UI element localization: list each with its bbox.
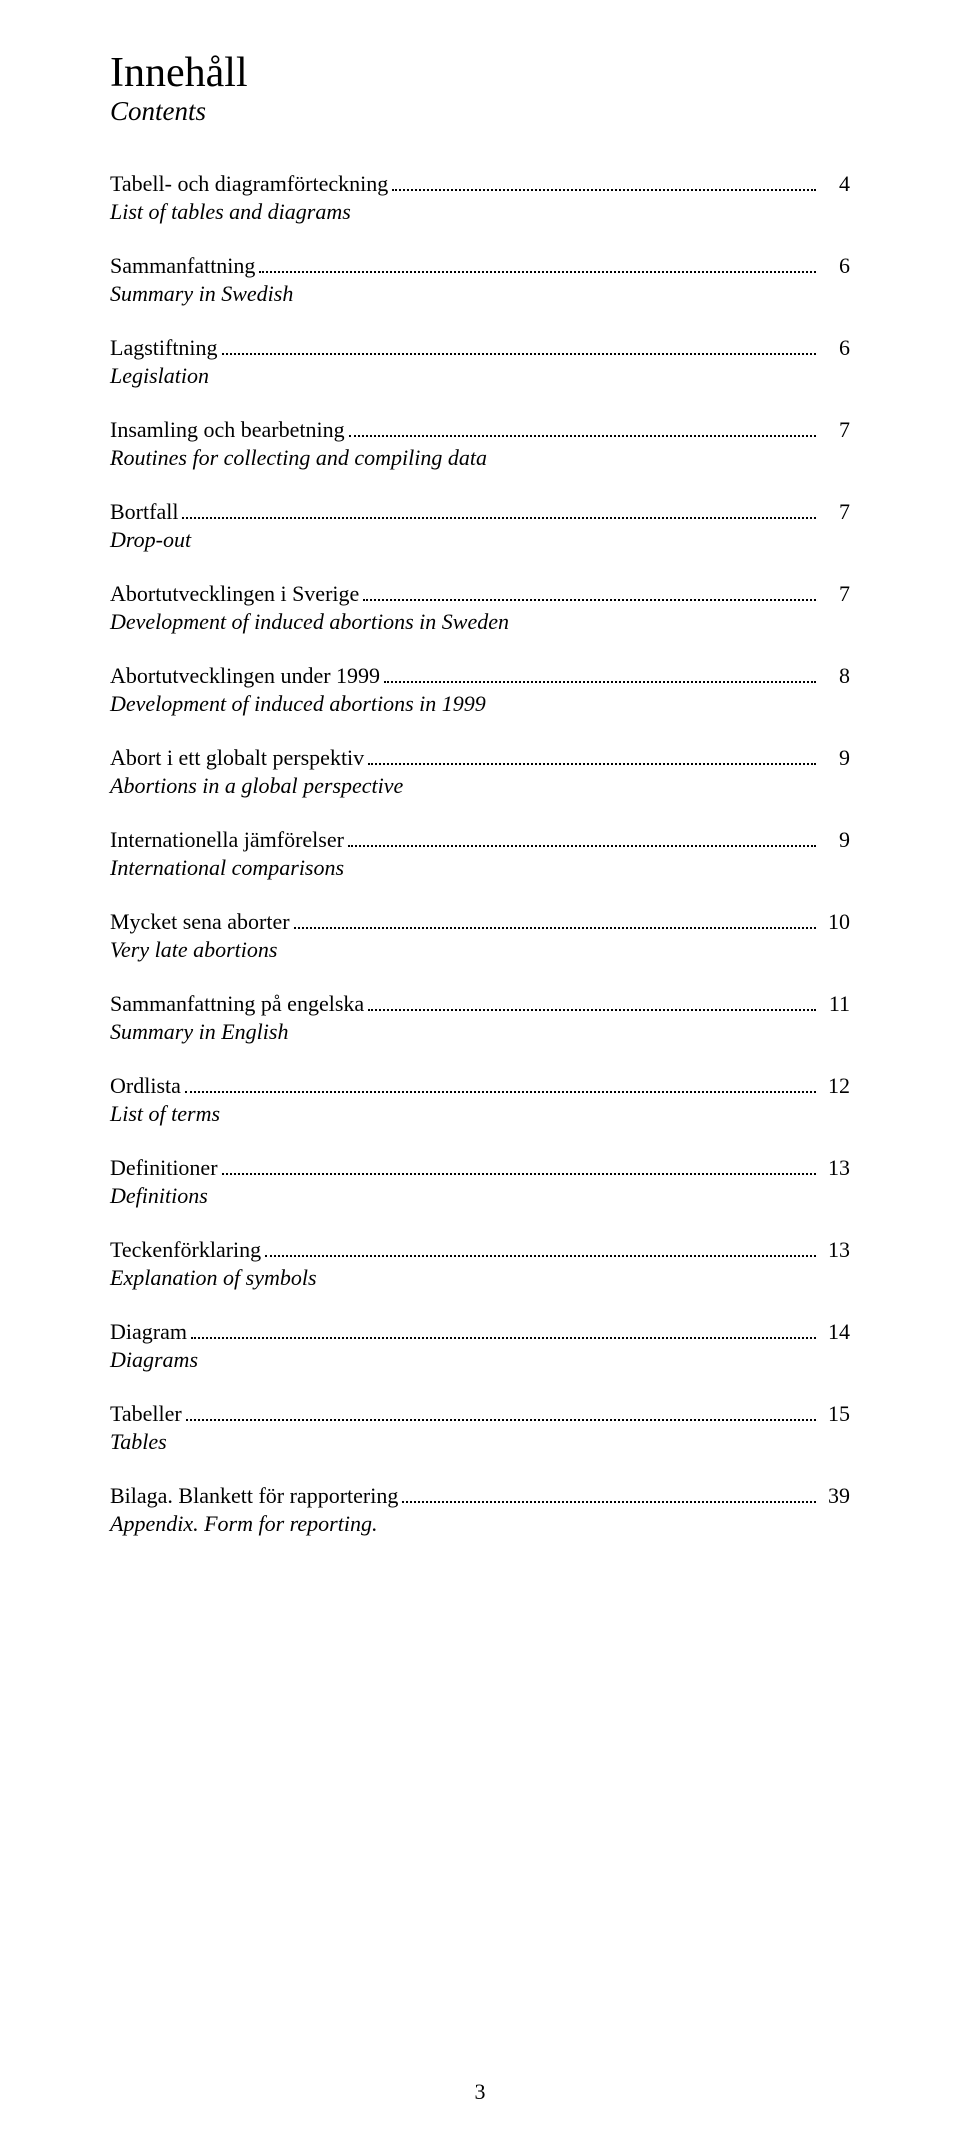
toc-label: Mycket sena aborter (110, 909, 290, 935)
toc-sublabel: Tables (110, 1429, 850, 1455)
toc-entry: Diagram 14 Diagrams (110, 1319, 850, 1373)
toc-sublabel: List of terms (110, 1101, 850, 1127)
toc-label: Lagstiftning (110, 335, 218, 361)
toc-label: Tabeller (110, 1401, 182, 1427)
document-page: Innehåll Contents Tabell- och diagramför… (0, 0, 960, 2145)
toc-sublabel: Routines for collecting and compiling da… (110, 445, 850, 471)
toc-dots (185, 1091, 816, 1093)
toc-sublabel: Summary in English (110, 1019, 850, 1045)
toc-sublabel: Abortions in a global perspective (110, 773, 850, 799)
toc-page-number: 10 (820, 909, 850, 935)
toc-label: Abortutvecklingen under 1999 (110, 663, 380, 689)
toc-label: Internationella jämförelser (110, 827, 344, 853)
toc-entry: Mycket sena aborter 10 Very late abortio… (110, 909, 850, 963)
toc-label: Definitioner (110, 1155, 218, 1181)
toc-dots (259, 271, 816, 273)
toc-dots (363, 599, 816, 601)
toc-dots (349, 435, 816, 437)
page-title: Innehåll (110, 50, 850, 96)
toc-page-number: 13 (820, 1237, 850, 1263)
toc-entry: Lagstiftning 6 Legislation (110, 335, 850, 389)
toc-dots (348, 845, 816, 847)
toc-dots (392, 189, 816, 191)
toc-label: Abortutvecklingen i Sverige (110, 581, 359, 607)
toc-sublabel: Drop-out (110, 527, 850, 553)
toc-entry: Abortutvecklingen i Sverige 7 Developmen… (110, 581, 850, 635)
toc-label: Ordlista (110, 1073, 181, 1099)
toc-entry: Internationella jämförelser 9 Internatio… (110, 827, 850, 881)
page-subtitle: Contents (110, 96, 850, 127)
toc-sublabel: Summary in Swedish (110, 281, 850, 307)
toc-dots (182, 517, 816, 519)
toc-page-number: 39 (820, 1483, 850, 1509)
toc-entry: Definitioner 13 Definitions (110, 1155, 850, 1209)
toc-sublabel: List of tables and diagrams (110, 199, 850, 225)
toc-label: Insamling och bearbetning (110, 417, 345, 443)
toc-label: Abort i ett globalt perspektiv (110, 745, 364, 771)
toc-sublabel: Very late abortions (110, 937, 850, 963)
toc-label: Tabell- och diagramförteckning (110, 171, 388, 197)
toc-dots (384, 681, 816, 683)
toc-sublabel: International comparisons (110, 855, 850, 881)
toc-page-number: 15 (820, 1401, 850, 1427)
toc-label: Diagram (110, 1319, 187, 1345)
toc-sublabel: Definitions (110, 1183, 850, 1209)
toc-entry: Ordlista 12 List of terms (110, 1073, 850, 1127)
toc-page-number: 7 (820, 499, 850, 525)
table-of-contents: Tabell- och diagramförteckning 4 List of… (110, 171, 850, 1537)
toc-page-number: 6 (820, 253, 850, 279)
toc-page-number: 13 (820, 1155, 850, 1181)
toc-dots (186, 1419, 816, 1421)
toc-entry: Abortutvecklingen under 1999 8 Developme… (110, 663, 850, 717)
toc-entry: Tabeller 15 Tables (110, 1401, 850, 1455)
toc-page-number: 9 (820, 827, 850, 853)
toc-dots (402, 1501, 816, 1503)
toc-entry: Bilaga. Blankett för rapportering 39 App… (110, 1483, 850, 1537)
toc-entry: Sammanfattning 6 Summary in Swedish (110, 253, 850, 307)
toc-sublabel: Diagrams (110, 1347, 850, 1373)
toc-page-number: 12 (820, 1073, 850, 1099)
toc-dots (265, 1255, 816, 1257)
toc-label: Teckenförklaring (110, 1237, 261, 1263)
toc-sublabel: Explanation of symbols (110, 1265, 850, 1291)
toc-label: Bortfall (110, 499, 178, 525)
toc-entry: Teckenförklaring 13 Explanation of symbo… (110, 1237, 850, 1291)
toc-sublabel: Legislation (110, 363, 850, 389)
toc-label: Bilaga. Blankett för rapportering (110, 1483, 398, 1509)
toc-entry: Sammanfattning på engelska 11 Summary in… (110, 991, 850, 1045)
toc-page-number: 4 (820, 171, 850, 197)
toc-dots (222, 353, 816, 355)
toc-page-number: 9 (820, 745, 850, 771)
toc-entry: Abort i ett globalt perspektiv 9 Abortio… (110, 745, 850, 799)
toc-dots (368, 763, 816, 765)
toc-sublabel: Development of induced abortions in Swed… (110, 609, 850, 635)
toc-page-number: 6 (820, 335, 850, 361)
toc-dots (368, 1009, 816, 1011)
toc-page-number: 11 (820, 991, 850, 1017)
toc-entry: Tabell- och diagramförteckning 4 List of… (110, 171, 850, 225)
toc-sublabel: Appendix. Form for reporting. (110, 1511, 850, 1537)
toc-page-number: 14 (820, 1319, 850, 1345)
toc-dots (191, 1337, 816, 1339)
toc-sublabel: Development of induced abortions in 1999 (110, 691, 850, 717)
toc-entry: Insamling och bearbetning 7 Routines for… (110, 417, 850, 471)
toc-page-number: 7 (820, 581, 850, 607)
toc-label: Sammanfattning (110, 253, 255, 279)
toc-dots (294, 927, 816, 929)
toc-page-number: 7 (820, 417, 850, 443)
toc-page-number: 8 (820, 663, 850, 689)
page-footer-number: 3 (0, 2079, 960, 2105)
toc-dots (222, 1173, 816, 1175)
toc-entry: Bortfall 7 Drop-out (110, 499, 850, 553)
toc-label: Sammanfattning på engelska (110, 991, 364, 1017)
